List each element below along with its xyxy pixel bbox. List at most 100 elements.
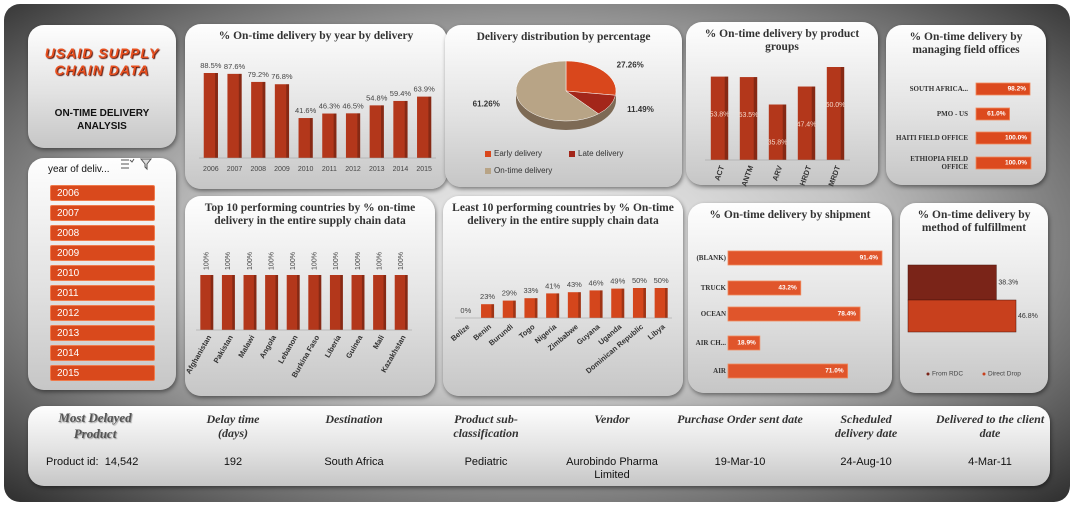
bar bbox=[345, 113, 361, 158]
slicer-item[interactable]: 2014 bbox=[50, 345, 155, 361]
y-tick-label: AIR bbox=[713, 366, 726, 375]
icon-glyph bbox=[121, 158, 135, 169]
bar bbox=[727, 250, 883, 266]
x-tick-label: Angola bbox=[258, 333, 279, 360]
data-label: 79.2% bbox=[248, 70, 270, 79]
kpi-label: Vendor bbox=[594, 412, 630, 426]
bar-shade bbox=[381, 105, 384, 158]
data-label: 100% bbox=[204, 252, 211, 270]
data-label: 100% bbox=[355, 252, 362, 270]
slicer-item[interactable]: 2013 bbox=[50, 325, 155, 341]
multi-select-icon[interactable] bbox=[120, 158, 135, 170]
bar bbox=[227, 73, 242, 158]
chart-title: % On-time delivery by product groups bbox=[704, 28, 860, 54]
slicer-item[interactable]: 2009 bbox=[50, 245, 155, 261]
kpi-label: Purchase Order sent date bbox=[677, 412, 803, 426]
kpi-label: Destination bbox=[325, 412, 383, 426]
title-panel: USAID SUPPLY CHAIN DATA ON-TIME DELIVERY… bbox=[28, 25, 176, 148]
chart-title: % On-time delivery by shipment bbox=[709, 209, 871, 221]
bar-shade bbox=[404, 100, 408, 158]
x-tick-label: ARV bbox=[770, 164, 784, 182]
icon-glyph bbox=[139, 158, 153, 171]
bar-shade bbox=[309, 118, 313, 158]
product-id-label: Product id: bbox=[46, 456, 99, 468]
bar-shade bbox=[643, 288, 646, 318]
slicer-item[interactable]: 2015 bbox=[50, 365, 155, 381]
bar bbox=[203, 73, 218, 158]
x-tick-label: 2008 bbox=[250, 166, 266, 173]
bar-shade bbox=[665, 288, 668, 318]
data-label: 76.8% bbox=[271, 72, 293, 81]
slicer-item[interactable]: 2011 bbox=[50, 285, 155, 301]
slicer-item[interactable]: 2012 bbox=[50, 305, 155, 321]
data-label: 46.8% bbox=[1018, 313, 1038, 320]
bar bbox=[373, 275, 387, 330]
bar-shade bbox=[361, 275, 365, 330]
bar-shade bbox=[275, 275, 279, 330]
x-tick-label: 2011 bbox=[322, 166, 337, 173]
x-tick-label: 2015 bbox=[416, 166, 432, 173]
chart-panel: % On-time delivery by managing field off… bbox=[886, 25, 1046, 185]
kpi-value: South Africa bbox=[324, 456, 384, 468]
bar bbox=[265, 275, 279, 330]
y-tick-label: ETHIOPIA FIELD OFFICE bbox=[910, 154, 968, 171]
data-label: 18.9% bbox=[737, 340, 756, 347]
legend-marker bbox=[926, 372, 930, 376]
data-label: 27.26% bbox=[617, 61, 644, 70]
x-tick-label: 2014 bbox=[393, 166, 409, 173]
legend-marker bbox=[485, 151, 491, 157]
bar bbox=[727, 335, 761, 351]
bar bbox=[221, 275, 235, 330]
data-label: 100% bbox=[398, 252, 405, 270]
bar-shade bbox=[811, 86, 816, 160]
bar bbox=[975, 131, 1032, 145]
slicer-item[interactable]: 2008 bbox=[50, 225, 155, 241]
data-label: 46.3% bbox=[319, 102, 341, 111]
bar-shade bbox=[333, 113, 337, 158]
data-label: 46.5% bbox=[342, 101, 364, 110]
chart-title: % On-time delivery by year by delivery bbox=[218, 30, 414, 42]
legend-label: Direct Drop bbox=[988, 371, 1021, 378]
bar bbox=[975, 107, 1010, 121]
chart: 38.3% From RDC 46.8% Direct Drop bbox=[907, 264, 1038, 378]
dashboard-subtitle: ON-TIME DELIVERY ANALYSIS bbox=[54, 108, 150, 132]
legend-label: Early delivery bbox=[494, 149, 542, 158]
slicer-item[interactable]: 2007 bbox=[50, 205, 155, 221]
y-tick-label: PMO - US bbox=[936, 109, 968, 118]
x-tick-label: HRDT bbox=[798, 164, 814, 187]
bar bbox=[727, 363, 849, 379]
bar-shade bbox=[578, 292, 581, 318]
bar bbox=[200, 275, 214, 330]
bar-shade bbox=[318, 275, 322, 330]
bar bbox=[710, 76, 729, 160]
chart-title: Delivery distribution by percentage bbox=[476, 31, 651, 43]
y-tick-label: TRUCK bbox=[700, 283, 726, 292]
chart-panel: % On-time delivery by shipment 91.4% 43.2%… bbox=[688, 203, 892, 393]
x-tick-label: MRDT bbox=[826, 164, 842, 188]
chart: 53.8% ACT 53.5% ANTM 35.8% ARV 47.4% HRDT 60.0% M… bbox=[705, 67, 850, 188]
bar-shade bbox=[491, 304, 495, 318]
data-label: 100% bbox=[312, 252, 319, 270]
slicer-item[interactable]: 2006 bbox=[50, 185, 155, 201]
x-tick-label: Liberia bbox=[323, 333, 344, 360]
data-label: 78.4% bbox=[838, 311, 857, 318]
y-tick-label: AIR CH... bbox=[695, 338, 726, 347]
data-label: 100% bbox=[247, 252, 254, 270]
bar bbox=[632, 288, 646, 318]
kpi-label: Delivered to the client date bbox=[935, 412, 1045, 441]
bar-shade bbox=[253, 275, 257, 330]
data-label: 63.9% bbox=[414, 85, 436, 94]
x-tick-label: 2007 bbox=[227, 166, 243, 173]
bar bbox=[322, 113, 337, 158]
pie-slice bbox=[565, 60, 617, 96]
data-label: 100% bbox=[333, 252, 340, 270]
kpi-panel: Most Delayed Product Product id: 14,542 … bbox=[28, 406, 1050, 486]
bar-shade bbox=[238, 73, 242, 158]
bar-shade bbox=[340, 275, 343, 330]
bar bbox=[369, 105, 384, 158]
bar-shade bbox=[297, 275, 300, 330]
bar bbox=[826, 67, 845, 160]
slicer-item[interactable]: 2010 bbox=[50, 265, 155, 281]
x-tick-label: 2006 bbox=[203, 166, 219, 173]
clear-filter-icon[interactable] bbox=[139, 158, 154, 171]
